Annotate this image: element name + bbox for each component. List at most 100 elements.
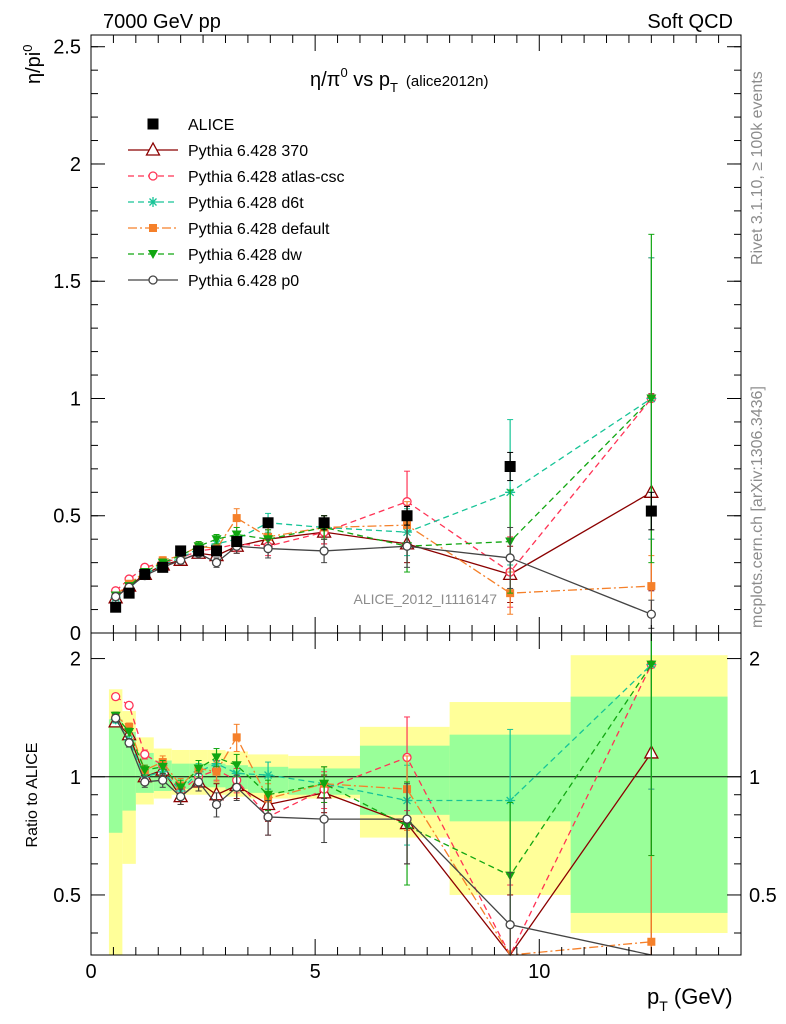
main-point-default	[232, 514, 241, 523]
rivet-version: Rivet 3.1.10, ≥ 100k events	[749, 71, 766, 265]
main-point-p0	[646, 609, 656, 619]
axis-ticks: 0 0.5 1 1.5 2 2.5 0.5 0.5 1 1 2 2 0 5 10	[53, 35, 777, 983]
ratio-band-green	[570, 696, 728, 913]
ratio-point-p0	[402, 814, 412, 824]
legend-marker-dw	[148, 250, 158, 259]
ratio-point-default	[647, 937, 656, 946]
mcplots-source: mcplots.cern.ch [arXiv:1306.3436]	[749, 386, 766, 628]
plot-title-sup: 0	[340, 65, 347, 80]
xlabel: pT (GeV)	[647, 984, 733, 1014]
ratio-point-default	[232, 733, 241, 742]
main-point-dw	[231, 530, 242, 540]
ratio-band-green	[108, 719, 123, 833]
main-point-dw	[646, 394, 657, 404]
ratio-point-p0	[140, 777, 150, 787]
main-ytick-label: 0	[70, 623, 81, 645]
ratio-point-dw	[124, 728, 135, 738]
main-ytick-label: 0.5	[53, 506, 81, 528]
ratio-point-d6t	[505, 795, 516, 806]
ratio-point-dw	[646, 660, 657, 670]
legend-label-atlas-csc: Pythia 6.428 atlas-csc	[188, 169, 345, 186]
main-point-p0	[211, 557, 222, 568]
main-point-dw	[211, 535, 222, 545]
ratio-point-dw	[211, 753, 222, 763]
ratio-point-p0	[176, 791, 186, 802]
ratio-point-p0	[505, 920, 515, 930]
main-ylabel-sup: 0	[20, 45, 35, 52]
ratio-ylabel: Ratio to ALICE	[24, 743, 41, 848]
main-point-ALICE	[123, 587, 135, 599]
legend: ALICE Pythia 6.428 370 Pythia 6.428 atlas-…	[128, 117, 345, 290]
ratio-point-dw	[263, 790, 274, 800]
ratio-point-atlas-csc	[124, 700, 134, 711]
ratio-point-dw	[139, 766, 150, 776]
legend-label-dw: Pythia 6.428 dw	[188, 247, 302, 264]
legend-marker-370	[145, 141, 161, 156]
ratio-series	[108, 632, 659, 957]
ratio-point-dw	[193, 764, 204, 774]
ratio-point-dw	[175, 783, 186, 793]
ratio-point-p0	[158, 775, 168, 785]
ratio-ytick-label-left: 1	[70, 767, 81, 789]
main-d6t	[110, 257, 657, 603]
main-point-p0	[402, 541, 412, 551]
main-ytick-label: 2.5	[53, 37, 81, 59]
plot-title-eta: η/π	[310, 69, 340, 91]
main-point-p0	[505, 553, 515, 563]
main-line-atlas-csc	[115, 398, 652, 592]
main-point-ALICE	[262, 517, 274, 529]
ratio-point-dw	[231, 761, 242, 771]
plot-title: η/π0 vs pT (alice2012n)	[310, 65, 488, 95]
main-370	[108, 393, 659, 604]
main-ylabel-text: η/pi	[23, 52, 45, 84]
main-point-ALICE	[193, 545, 205, 557]
main-point-default	[647, 582, 656, 591]
xlabel-p: p	[647, 984, 659, 1009]
ratio-ytick-label-right: 2	[749, 649, 760, 671]
main-ytick-label: 1	[70, 388, 81, 410]
ratio-p0	[111, 713, 655, 956]
ratio-point-p0	[232, 782, 242, 792]
legend-label-default: Pythia 6.428 default	[188, 221, 330, 238]
main-point-ALICE	[211, 545, 223, 557]
ratio-point-p0	[263, 812, 273, 822]
legend-marker-default	[149, 224, 157, 232]
ratio-ytick-label-right: 0.5	[749, 885, 777, 907]
ratio-point-dw	[157, 762, 168, 772]
main-series	[108, 233, 659, 629]
main-point-ALICE	[504, 460, 516, 472]
main-ylabel: η/pi0	[20, 45, 45, 84]
xtick-label: 5	[310, 961, 321, 983]
ratio-point-p0	[193, 777, 204, 787]
main-point-ALICE	[175, 545, 187, 557]
header-energy: 7000 GeV pp	[103, 11, 221, 33]
plot-title-tag: (alice2012n)	[406, 73, 489, 90]
main-point-p0	[263, 543, 273, 554]
ratio-point-atlas-csc	[111, 691, 121, 702]
ratio-point-default	[212, 767, 221, 776]
xlabel-sub: T	[659, 998, 668, 1014]
legend-marker-ALICE	[147, 118, 159, 130]
legend-label-p0: Pythia 6.428 p0	[188, 273, 299, 290]
main-point-ALICE	[318, 517, 330, 529]
ratio-point-atlas-csc	[140, 749, 150, 760]
main-ALICE	[110, 451, 657, 613]
main-point-ALICE	[645, 505, 657, 517]
ratio-bands	[108, 655, 728, 955]
analysis-watermark: ALICE_2012_I1116147	[354, 591, 498, 607]
ratio-point-p0	[211, 799, 222, 810]
legend-label-370: Pythia 6.428 370	[188, 143, 308, 160]
main-ytick-label: 2	[70, 154, 81, 176]
ratio-point-dw	[319, 779, 330, 789]
ratio-frame	[90, 632, 742, 956]
legend-marker-atlas-csc	[148, 171, 158, 181]
main-point-p0	[319, 546, 329, 556]
ratio-point-p0	[319, 814, 329, 824]
main-point-ALICE	[231, 536, 243, 548]
legend-marker-p0	[148, 275, 158, 285]
main-point-p0	[111, 592, 121, 602]
main-point-ALICE	[110, 601, 122, 613]
ratio-point-d6t	[263, 770, 274, 781]
main-point-p0	[176, 555, 186, 565]
